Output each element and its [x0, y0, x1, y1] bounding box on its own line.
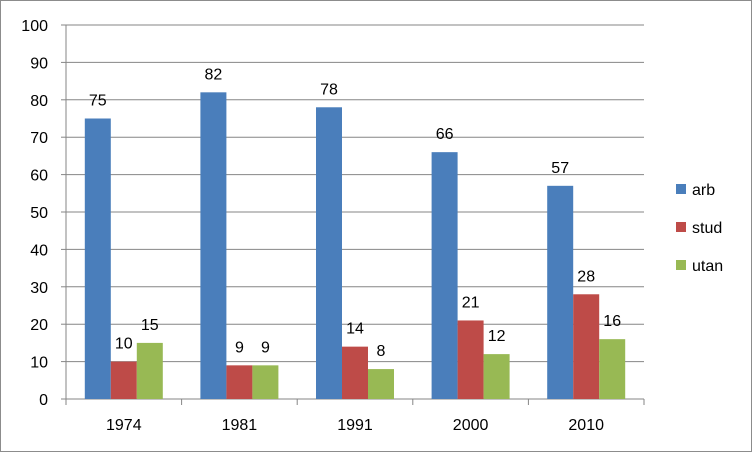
y-tick-label: 100 [21, 18, 48, 35]
bar-arb-2000 [431, 152, 458, 399]
data-label-utan-2000: 12 [488, 328, 506, 345]
y-tick-label: 70 [30, 130, 48, 147]
bar-arb-1974 [84, 118, 111, 399]
legend: arb stud utan [676, 182, 723, 275]
legend-label-utan: utan [692, 258, 723, 275]
legend-swatch-stud [676, 222, 686, 232]
data-label-utan-1974: 15 [141, 317, 159, 334]
data-label-arb-1991: 78 [320, 81, 338, 98]
y-tick-label: 0 [39, 392, 48, 409]
bar-stud-1974 [110, 361, 137, 399]
data-label-utan-1981: 9 [261, 339, 270, 356]
bar-stud-1991 [342, 346, 368, 399]
y-tick-label: 30 [30, 280, 48, 297]
y-tick-label: 40 [30, 242, 48, 259]
y-tick-label: 20 [30, 317, 48, 334]
x-tick-label: 2000 [453, 417, 489, 434]
bar-arb-1981 [200, 92, 227, 399]
bar-utan-1981 [252, 365, 279, 399]
bar-utan-2000 [483, 354, 510, 399]
data-label-arb-1974: 75 [89, 93, 107, 110]
bar-arb-2010 [547, 185, 574, 399]
x-tick-label: 2010 [568, 417, 604, 434]
bar-utan-1991 [368, 369, 394, 399]
y-tick-label: 90 [30, 55, 48, 72]
y-tick-label: 10 [30, 355, 48, 372]
data-label-stud-2010: 28 [577, 268, 595, 285]
data-label-arb-1981: 82 [205, 66, 223, 83]
legend-swatch-arb [676, 184, 686, 194]
bar-stud-2010 [573, 294, 600, 399]
legend-label-arb: arb [692, 182, 715, 199]
bar-utan-2010 [599, 339, 626, 399]
y-tick-label: 50 [30, 205, 48, 222]
y-tick-label: 60 [30, 168, 48, 185]
bar-stud-1981 [226, 365, 253, 399]
x-tick-label: 1991 [337, 417, 373, 434]
data-label-utan-2010: 16 [603, 313, 621, 330]
bar-utan-1974 [136, 342, 163, 399]
gridlines [66, 24, 644, 363]
legend-label-stud: stud [692, 220, 722, 237]
bar-stud-2000 [457, 320, 484, 399]
data-label-stud-2000: 21 [462, 294, 480, 311]
data-label-utan-1991: 8 [377, 343, 386, 360]
bars [84, 92, 626, 399]
data-labels: 75 10 15 82 9 9 78 14 8 66 21 12 57 28 16 [89, 66, 621, 360]
bar-arb-1991 [316, 107, 342, 399]
y-tick-label: 80 [30, 93, 48, 110]
data-label-arb-2000: 66 [436, 126, 454, 143]
axes: 0 10 20 30 40 50 60 70 80 90 100 1974 1981 1991 2000 20… [21, 18, 645, 434]
x-tick-label: 1974 [106, 417, 142, 434]
data-label-stud-1981: 9 [235, 339, 244, 356]
data-label-stud-1974: 10 [115, 336, 133, 353]
legend-swatch-utan [676, 260, 686, 270]
data-label-arb-2010: 57 [551, 160, 569, 177]
data-label-stud-1991: 14 [346, 321, 364, 338]
x-tick-label: 1981 [222, 417, 258, 434]
